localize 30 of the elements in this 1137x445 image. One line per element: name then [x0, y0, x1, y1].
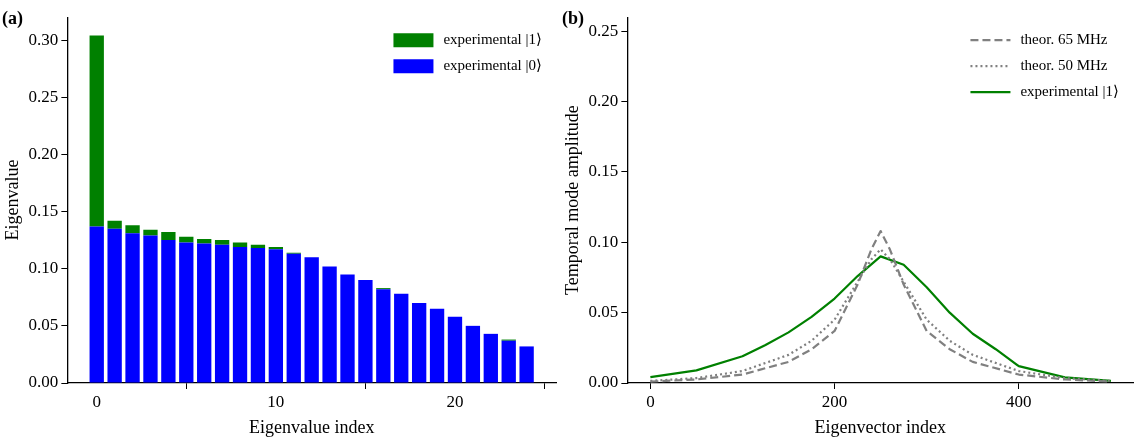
y-axis-title: Eigenvalue: [1, 159, 22, 241]
x-tick-label: 200: [821, 391, 848, 411]
y-tick-label: 0.00: [588, 372, 619, 392]
y-tick-label: 0.15: [588, 161, 619, 181]
y-tick-label: 0.15: [28, 201, 59, 220]
legend-label: experimental |1⟩: [1020, 83, 1120, 100]
x-tick-label: 0: [646, 391, 655, 411]
y-tick-label: 0.20: [28, 143, 59, 163]
y-tick-label: 0.00: [28, 372, 59, 392]
legend-label: theor. 65 MHz: [1020, 31, 1108, 48]
y-tick-label: 0.30: [28, 29, 59, 49]
x-tick-label: 0: [92, 391, 101, 411]
y-tick-label: 0.20: [588, 91, 619, 111]
x-axis-title: Eigenvalue index: [248, 416, 375, 437]
y-tick-label: 0.25: [588, 20, 619, 40]
x-tick-label: 10: [267, 391, 285, 411]
x-tick-label: 400: [1006, 391, 1032, 411]
y-tick-label: 0.25: [28, 86, 59, 106]
chart-title: (a): [2, 7, 23, 29]
x-axis-title: Eigenvector index: [814, 416, 946, 437]
y-tick-label: 0.05: [28, 315, 59, 335]
legend-label: experimental |0⟩: [443, 57, 543, 74]
y-tick-label: 0.10: [588, 231, 619, 251]
y-axis-title: Temporal mode amplitude: [561, 105, 582, 295]
x-tick-label: 20: [446, 391, 464, 411]
y-tick-label: 0.05: [588, 302, 619, 322]
legend-label: experimental |1⟩: [443, 31, 543, 48]
legend-label: theor. 50 MHz: [1020, 57, 1108, 74]
chart-title: (b): [562, 7, 584, 29]
y-tick-label: 0.10: [28, 258, 59, 278]
